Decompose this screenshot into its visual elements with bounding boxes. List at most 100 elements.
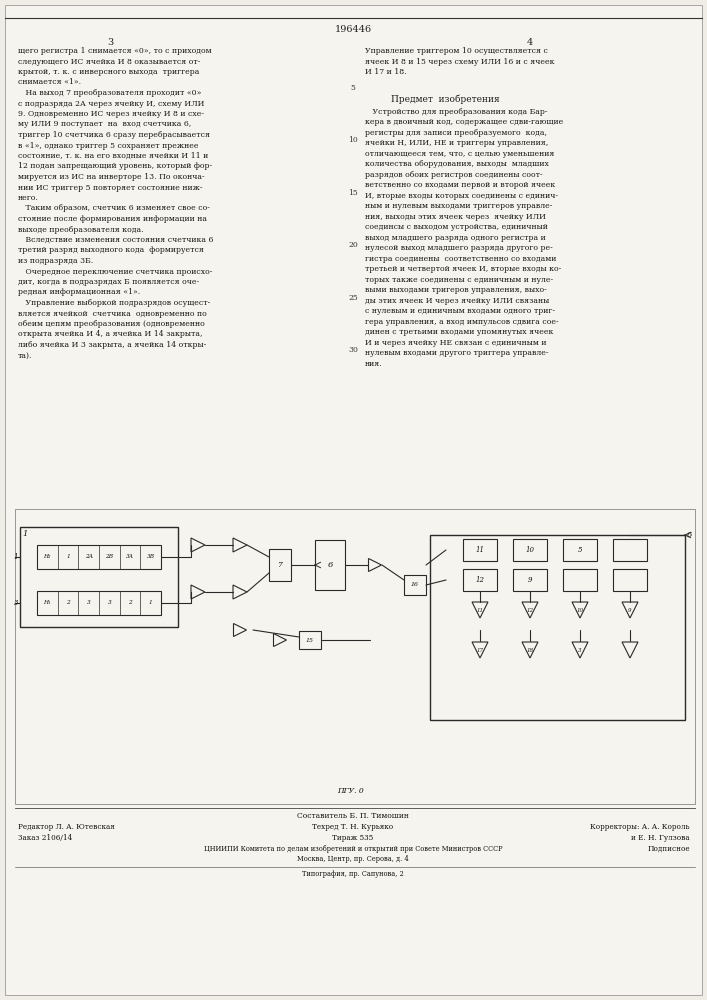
Text: И 17 и 18.: И 17 и 18. <box>365 68 407 76</box>
Text: третьей и четвертой ячеек И, вторые входы ко-: третьей и четвертой ячеек И, вторые вход… <box>365 265 561 273</box>
Text: 6: 6 <box>687 531 692 539</box>
Text: ния, выходы этих ячеек через  ячейку ИЛИ: ния, выходы этих ячеек через ячейку ИЛИ <box>365 213 546 221</box>
Text: Предмет  изобретения: Предмет изобретения <box>391 94 499 104</box>
Text: 15: 15 <box>348 189 358 197</box>
Text: И и через ячейку НЕ связан с единичным и: И и через ячейку НЕ связан с единичным и <box>365 339 547 347</box>
Text: отличающееся тем, что, с целью уменьшения: отличающееся тем, что, с целью уменьшени… <box>365 150 554 158</box>
Text: стояние после формирования информации на: стояние после формирования информации на <box>18 215 207 223</box>
Bar <box>37 545 161 569</box>
Text: 196446: 196446 <box>334 25 372 34</box>
Text: 2A: 2A <box>85 554 93 560</box>
Bar <box>613 539 647 561</box>
Bar <box>563 539 597 561</box>
Text: ЦНИИПИ Комитета по делам изобретений и открытий при Совете Министров СССР: ЦНИИПИ Комитета по делам изобретений и о… <box>204 845 502 853</box>
Text: 10: 10 <box>348 136 358 144</box>
Polygon shape <box>368 558 382 572</box>
Bar <box>463 539 497 561</box>
Text: 6: 6 <box>327 561 333 569</box>
Text: Заказ 2106/14: Заказ 2106/14 <box>18 834 72 842</box>
Text: На выход 7 преобразователя проходит «0»: На выход 7 преобразователя проходит «0» <box>18 89 201 97</box>
Text: количества оборудования, выходы  младших: количества оборудования, выходы младших <box>365 160 549 168</box>
Text: динен с третьими входами упомянутых ячеек: динен с третьими входами упомянутых ячее… <box>365 328 554 336</box>
Text: гера управления, а вход импульсов сдвига сое-: гера управления, а вход импульсов сдвига… <box>365 318 559 326</box>
Text: 3: 3 <box>13 599 18 607</box>
Text: нулевым входами другого триггера управле-: нулевым входами другого триггера управле… <box>365 349 549 357</box>
Text: редная информационная «1».: редная информационная «1». <box>18 288 140 296</box>
Text: Техред Т. Н. Курьяко: Техред Т. Н. Курьяко <box>312 823 394 831</box>
Text: триггер 10 счетчика 6 сразу перебрасывается: триггер 10 счетчика 6 сразу перебрасывае… <box>18 131 210 139</box>
Text: 2: 2 <box>128 600 132 605</box>
Bar <box>37 591 161 615</box>
Text: 25: 25 <box>348 294 358 302</box>
Bar <box>513 569 547 591</box>
Text: щего регистра 1 снимается «0», то с приходом: щего регистра 1 снимается «0», то с прих… <box>18 47 211 55</box>
Text: Корректоры: А. А. Король: Корректоры: А. А. Король <box>590 823 690 831</box>
Polygon shape <box>274 634 286 647</box>
Text: 20: 20 <box>348 241 358 249</box>
Text: И, вторые входы которых соединены с единич-: И, вторые входы которых соединены с един… <box>365 192 558 200</box>
Text: ния.: ния. <box>365 360 382 368</box>
Text: разрядов обоих регистров соединены соот-: разрядов обоих регистров соединены соот- <box>365 171 543 179</box>
Text: 3: 3 <box>107 38 113 47</box>
Text: 5: 5 <box>351 84 356 92</box>
Bar <box>404 575 426 595</box>
Bar <box>563 569 597 591</box>
Text: 2B: 2B <box>105 554 113 560</box>
Text: 15: 15 <box>306 638 314 643</box>
Text: мируется из ИС на инверторе 13. По оконча-: мируется из ИС на инверторе 13. По оконч… <box>18 173 204 181</box>
Bar <box>299 631 321 649</box>
Text: ным и нулевым выходами триггеров управле-: ным и нулевым выходами триггеров управле… <box>365 202 552 210</box>
Text: в «1», однако триггер 5 сохраняет прежнее: в «1», однако триггер 5 сохраняет прежне… <box>18 141 199 149</box>
Text: Тираж 535: Тираж 535 <box>332 834 373 842</box>
Polygon shape <box>191 585 205 599</box>
Text: 1: 1 <box>66 554 70 560</box>
Text: 7: 7 <box>278 561 282 569</box>
Text: нулесой выход младшего разряда другого ре-: нулесой выход младшего разряда другого р… <box>365 244 553 252</box>
Text: 5: 5 <box>578 546 583 554</box>
Text: состояние, т. к. на его входные ячейки И 11 и: состояние, т. к. на его входные ячейки И… <box>18 152 209 160</box>
Bar <box>15 509 695 804</box>
Text: 11: 11 <box>477 607 484 612</box>
Text: Н₁: Н₁ <box>44 600 51 605</box>
Polygon shape <box>572 642 588 658</box>
Text: 3A: 3A <box>126 554 134 560</box>
Text: крытой, т. к. с инверсного выхода  триггера: крытой, т. к. с инверсного выхода тригге… <box>18 68 199 76</box>
Text: Н₂: Н₂ <box>44 554 51 560</box>
Text: ячейки Н, ИЛИ, НЕ и триггеры управления,: ячейки Н, ИЛИ, НЕ и триггеры управления, <box>365 139 548 147</box>
Polygon shape <box>233 538 247 552</box>
Polygon shape <box>622 642 638 658</box>
Text: третий разряд выходного кода  формируется: третий разряд выходного кода формируется <box>18 246 204 254</box>
Text: с нулевым и единичным входами одного триг-: с нулевым и единичным входами одного три… <box>365 307 555 315</box>
Text: из подразряда 3Б.: из подразряда 3Б. <box>18 257 93 265</box>
Text: с подразряда 2А через ячейку И, схему ИЛИ: с подразряда 2А через ячейку И, схему ИЛ… <box>18 100 204 107</box>
Text: либо ячейка И 3 закрыта, а ячейка 14 откры-: либо ячейка И 3 закрыта, а ячейка 14 отк… <box>18 341 206 349</box>
Text: Подписное: Подписное <box>648 845 690 853</box>
Polygon shape <box>622 602 638 618</box>
Text: Устройство для преобразования кода Бар-: Устройство для преобразования кода Бар- <box>365 108 547 116</box>
Text: соединсы с выходом устройства, единичный: соединсы с выходом устройства, единичный <box>365 223 548 231</box>
Bar <box>513 539 547 561</box>
Polygon shape <box>522 602 538 618</box>
Text: Управление триггером 10 осуществляется с: Управление триггером 10 осуществляется с <box>365 47 548 55</box>
Text: 3B: 3B <box>146 554 155 560</box>
Text: 4: 4 <box>527 38 533 47</box>
Text: Москва, Центр, пр. Серова, д. 4: Москва, Центр, пр. Серова, д. 4 <box>297 855 409 863</box>
Text: 3: 3 <box>87 600 90 605</box>
Polygon shape <box>472 642 488 658</box>
Bar <box>463 569 497 591</box>
Text: ПГУ. 0: ПГУ. 0 <box>337 787 363 795</box>
Text: 3: 3 <box>107 600 111 605</box>
Text: 12 подан запрещающий уровень, который фор-: 12 подан запрещающий уровень, который фо… <box>18 162 212 170</box>
Bar <box>20 527 178 627</box>
Text: 3: 3 <box>578 648 582 652</box>
Text: выходе преобразователя кода.: выходе преобразователя кода. <box>18 226 144 233</box>
Text: вляется ячейкой  счетчика  одновременно по: вляется ячейкой счетчика одновременно по <box>18 310 206 318</box>
Text: Очередное переключение счетчика происхо-: Очередное переключение счетчика происхо- <box>18 267 212 275</box>
Text: 1: 1 <box>148 600 153 605</box>
Polygon shape <box>191 538 205 552</box>
Text: выход младшего разряда одного регистра и: выход младшего разряда одного регистра и <box>365 234 546 242</box>
Text: Таким образом, счетчик 6 изменяет свое со-: Таким образом, счетчик 6 изменяет свое с… <box>18 205 210 213</box>
Text: следующего ИС ячейка И 8 оказывается от-: следующего ИС ячейка И 8 оказывается от- <box>18 57 200 66</box>
Text: Типография, пр. Сапунова, 2: Типография, пр. Сапунова, 2 <box>302 870 404 878</box>
Bar <box>430 535 685 720</box>
